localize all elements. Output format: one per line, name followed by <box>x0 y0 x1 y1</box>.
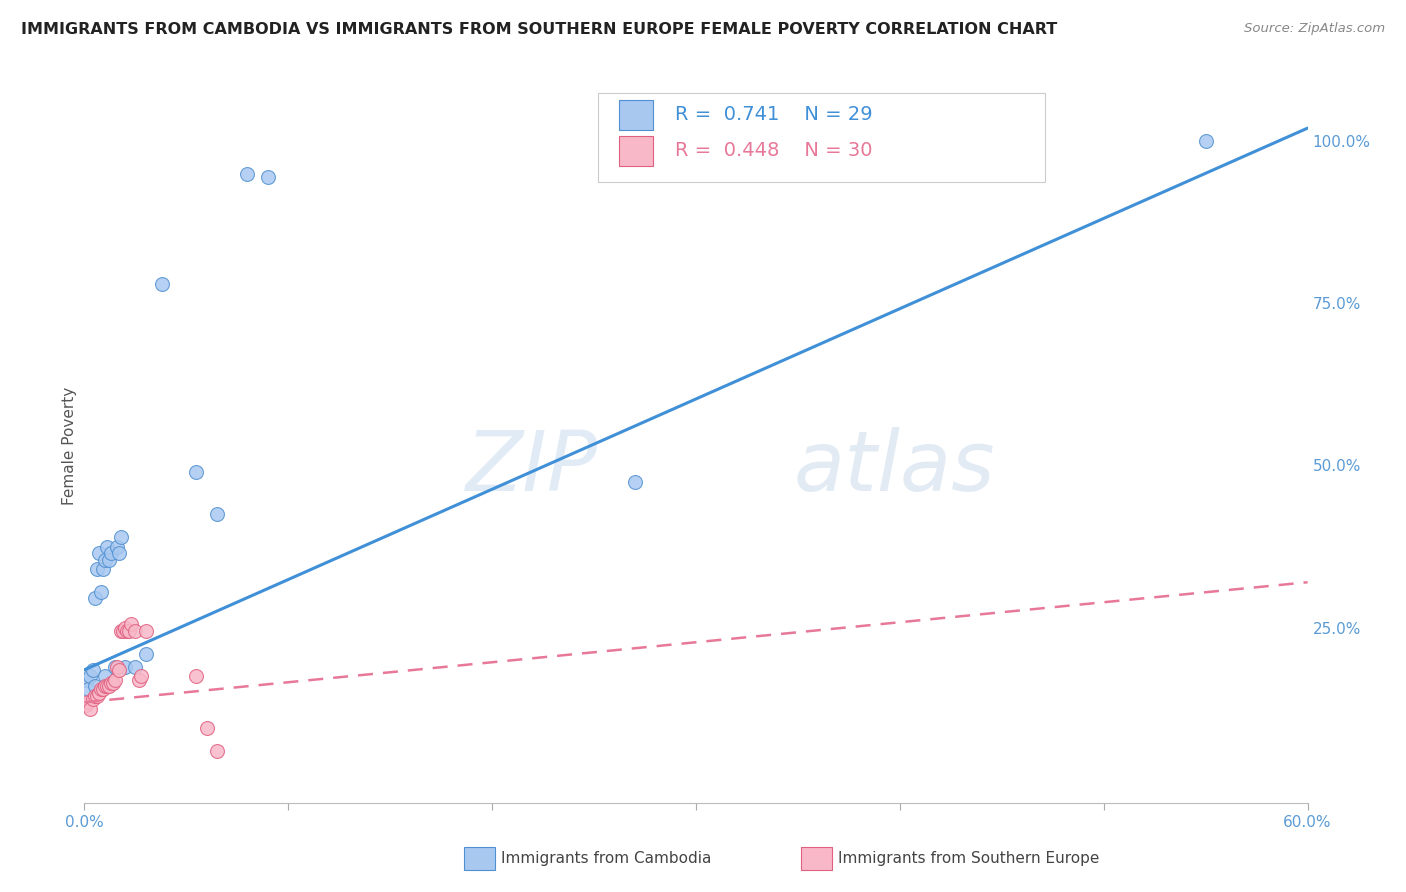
Point <box>105 540 128 554</box>
Point <box>135 647 157 661</box>
Point <box>100 546 122 560</box>
Point <box>90 682 112 697</box>
Point <box>114 621 136 635</box>
Point <box>186 465 208 479</box>
Point <box>108 546 131 560</box>
FancyBboxPatch shape <box>619 136 654 166</box>
Point <box>83 689 105 703</box>
Point <box>77 695 100 709</box>
Y-axis label: Female Poverty: Female Poverty <box>62 387 77 505</box>
Point <box>75 673 97 687</box>
Point <box>90 585 112 599</box>
Text: Immigrants from Southern Europe: Immigrants from Southern Europe <box>838 851 1099 865</box>
Point <box>108 663 131 677</box>
Point <box>101 675 124 690</box>
Point <box>104 659 127 673</box>
Point <box>87 685 110 699</box>
Text: ZIP: ZIP <box>467 427 598 508</box>
Point <box>93 552 117 566</box>
Point <box>93 669 117 683</box>
Point <box>83 679 105 693</box>
FancyBboxPatch shape <box>598 93 1045 182</box>
Point <box>87 546 110 560</box>
Point <box>118 624 141 638</box>
Point <box>93 679 117 693</box>
Point <box>114 659 136 673</box>
Point <box>77 682 100 697</box>
Point <box>120 617 142 632</box>
Point <box>97 552 120 566</box>
Point <box>96 540 118 554</box>
Point <box>97 679 120 693</box>
Point <box>83 591 105 606</box>
Point <box>91 682 114 697</box>
Point <box>124 624 146 638</box>
Point <box>104 673 127 687</box>
Point <box>150 277 173 291</box>
Point <box>96 679 118 693</box>
Point <box>131 669 153 683</box>
Point <box>115 624 138 638</box>
Text: atlas: atlas <box>794 427 995 508</box>
Point <box>1195 134 1218 148</box>
Point <box>110 624 132 638</box>
Point <box>236 167 259 181</box>
Point <box>205 507 228 521</box>
Text: IMMIGRANTS FROM CAMBODIA VS IMMIGRANTS FROM SOUTHERN EUROPE FEMALE POVERTY CORRE: IMMIGRANTS FROM CAMBODIA VS IMMIGRANTS F… <box>21 22 1057 37</box>
Point <box>624 475 647 489</box>
Point <box>82 663 104 677</box>
Point <box>100 675 122 690</box>
Point <box>91 562 114 576</box>
Point <box>79 669 101 683</box>
Point <box>105 659 128 673</box>
Text: R =  0.448    N = 30: R = 0.448 N = 30 <box>675 141 873 160</box>
Text: R =  0.741    N = 29: R = 0.741 N = 29 <box>675 105 873 124</box>
Point <box>257 169 280 184</box>
Point <box>124 659 146 673</box>
Point <box>86 562 108 576</box>
Point <box>195 721 218 735</box>
Point <box>86 689 108 703</box>
FancyBboxPatch shape <box>619 100 654 130</box>
Text: Immigrants from Cambodia: Immigrants from Cambodia <box>501 851 711 865</box>
Text: Source: ZipAtlas.com: Source: ZipAtlas.com <box>1244 22 1385 36</box>
Point <box>75 698 97 713</box>
Point <box>186 669 208 683</box>
Point <box>82 692 104 706</box>
Point <box>112 624 135 638</box>
Point <box>135 624 157 638</box>
Point <box>128 673 150 687</box>
Point <box>79 702 101 716</box>
Point <box>205 744 228 758</box>
Point <box>110 530 132 544</box>
